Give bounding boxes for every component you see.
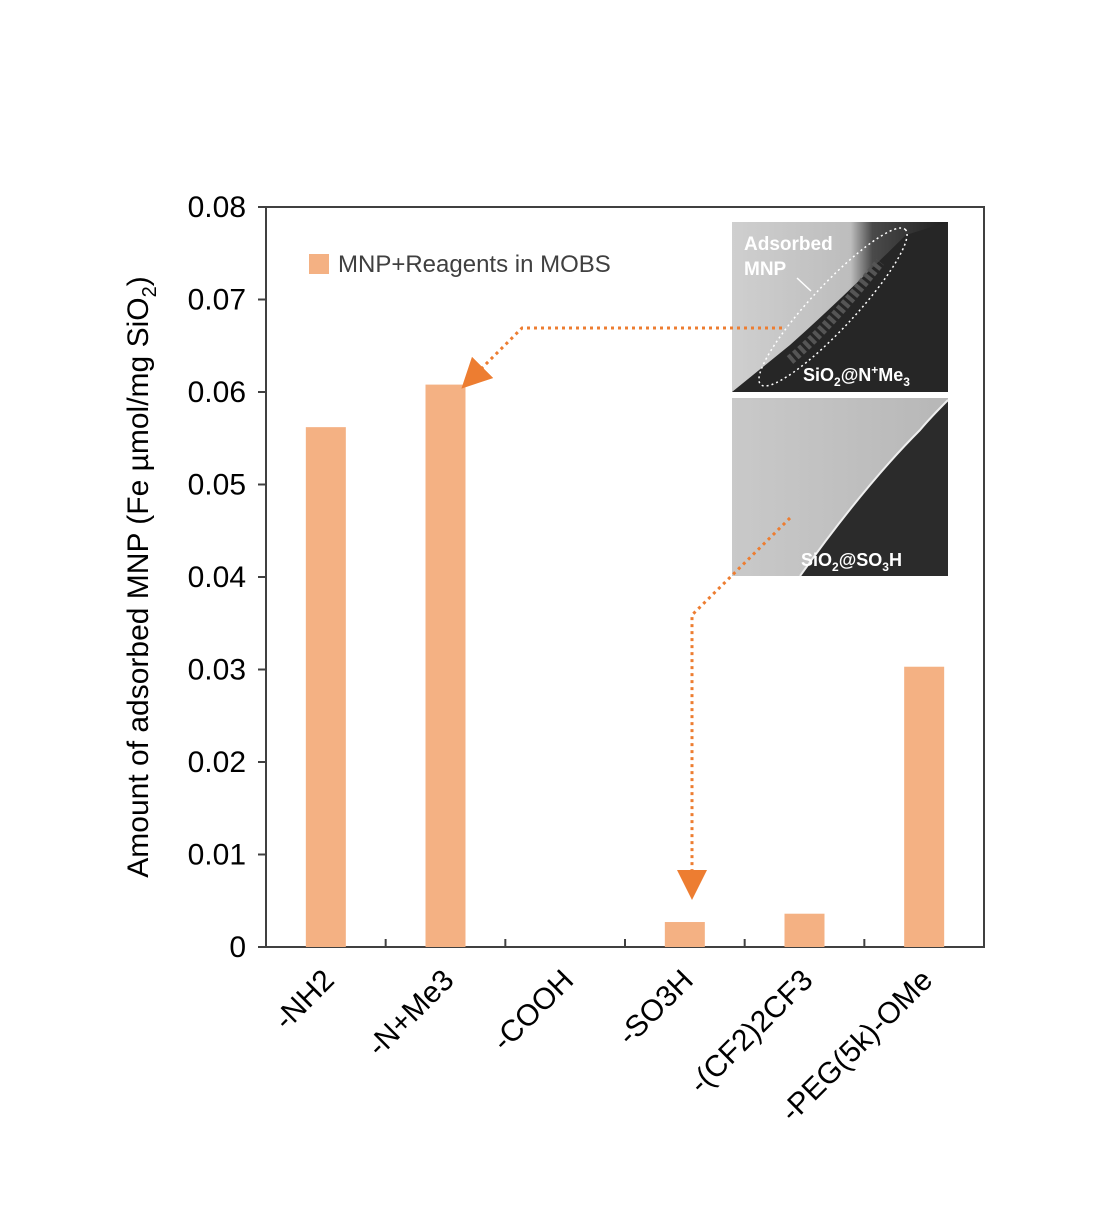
inset-image-bottom: SiO2@SO3H bbox=[732, 398, 949, 577]
y-tick-label: 0 bbox=[229, 931, 246, 964]
inset-bottom-label: SiO2@SO3H bbox=[801, 550, 902, 574]
y-tick-label: 0.03 bbox=[188, 654, 246, 687]
y-tick-label: 0.08 bbox=[188, 191, 246, 224]
y-tick-label: 0.06 bbox=[188, 376, 246, 409]
arrow-to-so3h-bar bbox=[677, 516, 792, 900]
y-axis-label: Amount of adsorbed MNP (Fe µmol/mg SiO2) bbox=[122, 276, 161, 877]
bar-5 bbox=[904, 666, 945, 947]
y-tick-label: 0.02 bbox=[188, 746, 246, 779]
y-tick-label: 0.07 bbox=[188, 284, 246, 317]
bar-0 bbox=[305, 427, 346, 947]
inset-top-annotation-line1: Adsorbed bbox=[744, 234, 833, 255]
legend-label: MNP+Reagents in MOBS bbox=[338, 251, 611, 278]
bar-3 bbox=[664, 922, 705, 947]
y-tick-label: 0.01 bbox=[188, 839, 246, 872]
x-tick-label: -SO3H bbox=[612, 964, 700, 1052]
legend-swatch bbox=[309, 254, 329, 274]
y-tick-label: 0.05 bbox=[188, 469, 246, 502]
x-tick-label: -N+Me3 bbox=[361, 964, 460, 1063]
annotation-leader-line bbox=[796, 277, 812, 292]
x-tick-label: -COOH bbox=[486, 964, 580, 1058]
inset-image-top: Adsorbed MNP SiO2@N+Me3 bbox=[732, 222, 948, 392]
adsorbed-region-outline bbox=[758, 227, 908, 387]
bar-1 bbox=[425, 384, 466, 948]
bar-4 bbox=[784, 913, 825, 947]
y-axis: 0 0.01 0.02 0.03 0.04 0.05 0.06 0.07 0.08 bbox=[188, 191, 266, 964]
bar-series bbox=[305, 384, 945, 948]
x-tick-label: -NH2 bbox=[268, 964, 341, 1037]
inset-top-label: SiO2@N+Me3 bbox=[803, 363, 910, 389]
legend: MNP+Reagents in MOBS bbox=[309, 251, 611, 278]
inset-top-annotation-line2: MNP bbox=[744, 259, 787, 280]
x-axis: -NH2 -N+Me3 -COOH -SO3H-(CF2)2CF3-PEG(5k)-O… bbox=[268, 939, 939, 1128]
y-tick-label: 0.04 bbox=[188, 561, 246, 594]
arrow-to-n-me3-bar bbox=[461, 326, 782, 389]
